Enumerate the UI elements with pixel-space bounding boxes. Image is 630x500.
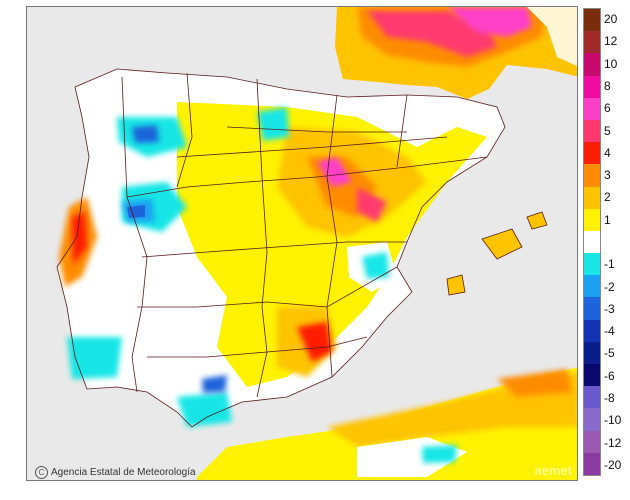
legend-label: -6 bbox=[604, 368, 615, 383]
legend-label: 5 bbox=[604, 123, 611, 138]
legend-label: -2 bbox=[604, 279, 615, 294]
legend-swatch bbox=[584, 164, 600, 187]
legend-swatch bbox=[584, 230, 600, 254]
legend-label: 3 bbox=[604, 168, 611, 183]
legend-swatch bbox=[584, 430, 600, 453]
legend-swatch bbox=[584, 186, 600, 209]
legend-label: 8 bbox=[604, 79, 611, 93]
legend-swatch bbox=[584, 341, 600, 364]
legend-swatch bbox=[584, 386, 600, 409]
anomaly-map bbox=[27, 7, 577, 480]
brand-watermark: aemet bbox=[534, 463, 572, 478]
legend-swatch bbox=[584, 452, 600, 475]
legend-label: -12 bbox=[604, 435, 622, 450]
legend-swatch bbox=[584, 364, 600, 387]
north-africa-region bbox=[197, 367, 577, 480]
legend-swatch bbox=[584, 9, 600, 32]
france-region bbox=[335, 7, 577, 99]
legend-label: -8 bbox=[604, 391, 615, 405]
legend-swatch bbox=[584, 253, 600, 276]
legend-swatch bbox=[584, 53, 600, 76]
legend-swatch bbox=[584, 408, 600, 431]
legend-label: 1 bbox=[604, 212, 611, 227]
credit-text: Agencia Estatal de Meteorología bbox=[51, 466, 196, 478]
legend-bar bbox=[583, 8, 601, 476]
legend-swatch bbox=[584, 75, 600, 98]
legend-label: -4 bbox=[604, 324, 615, 339]
legend-swatch bbox=[584, 142, 600, 165]
legend-swatch bbox=[584, 275, 600, 298]
legend-label: 12 bbox=[604, 34, 618, 49]
credit-line: C Agencia Estatal de Meteorología bbox=[35, 464, 196, 480]
map-panel bbox=[26, 6, 578, 481]
legend-label: 10 bbox=[604, 56, 618, 71]
legend-label: 4 bbox=[604, 145, 611, 160]
legend-swatch bbox=[584, 297, 600, 320]
legend-swatch bbox=[584, 319, 600, 342]
legend-label: 2 bbox=[604, 190, 611, 205]
legend-swatch bbox=[584, 119, 600, 143]
legend-label: 20 bbox=[604, 12, 618, 27]
copyright-icon: C bbox=[35, 465, 48, 479]
province-borders bbox=[56, 68, 548, 428]
legend-swatch bbox=[584, 31, 600, 54]
legend-label: -3 bbox=[604, 301, 615, 316]
legend-label: -1 bbox=[604, 257, 615, 272]
legend-swatch bbox=[584, 208, 600, 231]
legend-label: -20 bbox=[604, 457, 622, 472]
iberian-peninsula bbox=[57, 69, 505, 427]
legend-label: 6 bbox=[604, 101, 611, 116]
legend-swatch bbox=[584, 97, 600, 120]
legend-label: -5 bbox=[604, 346, 615, 361]
legend-label: -10 bbox=[604, 413, 622, 428]
color-legend: 20 12 10 8 6 5 4 3 2 1 -1 -2 -3 -4 -5 -6 -8 -10 -12 -20 bbox=[583, 8, 629, 476]
